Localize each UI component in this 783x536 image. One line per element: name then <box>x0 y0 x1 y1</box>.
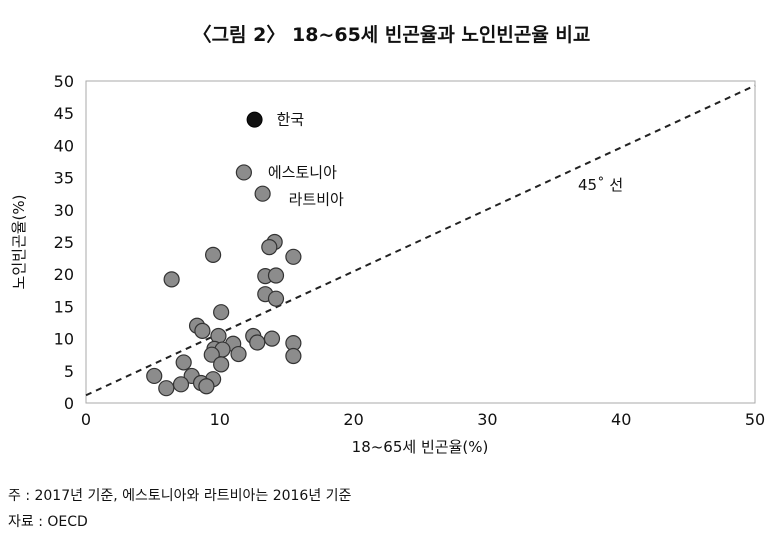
data-point <box>285 347 302 365</box>
y-tick-label: 5 <box>64 362 74 381</box>
y-tick-label: 30 <box>54 201 74 220</box>
scatter-chart: 45˚ 선 0 5 10 15 20 25 30 35 40 45 50 0 10 20 30 40 50 한… <box>10 72 765 456</box>
x-tick-label: 20 <box>343 410 363 429</box>
point-label-korea: 한국 <box>277 111 305 129</box>
y-tick-label: 15 <box>54 297 74 316</box>
data-point <box>205 246 222 263</box>
data-point <box>267 290 285 307</box>
data-point <box>213 304 230 321</box>
data-point <box>163 271 180 288</box>
data-point <box>261 239 278 256</box>
data-point <box>267 267 285 284</box>
y-tick-label: 0 <box>64 394 74 413</box>
x-tick-label: 10 <box>210 410 230 429</box>
y-tick-label: 20 <box>54 265 74 284</box>
x-tick-label: 30 <box>477 410 497 429</box>
data-point-labeled <box>235 164 252 181</box>
data-point-highlight <box>246 111 263 128</box>
x-tick-label: 40 <box>611 410 631 429</box>
data-point <box>230 345 247 363</box>
data-point <box>172 376 190 393</box>
y-tick-label: 45 <box>54 104 74 123</box>
y-tick-label: 25 <box>54 233 74 252</box>
data-point <box>198 378 215 395</box>
x-tick-label: 50 <box>745 410 765 429</box>
data-point-labeled <box>254 185 271 202</box>
data-point <box>146 367 163 385</box>
point-label-estonia: 에스토니아 <box>268 163 337 181</box>
data-point <box>175 354 192 371</box>
data-point <box>158 380 175 397</box>
plot-area <box>85 80 756 404</box>
x-tick-label: 0 <box>81 410 91 429</box>
x-axis-label: 18~65세 빈곤율(%) <box>352 438 489 456</box>
footnote: 주 : 2017년 기준, 에스토니아와 라트비아는 2016년 기준 <box>8 488 352 504</box>
y-tick-label: 10 <box>54 330 74 349</box>
y-tick-label: 35 <box>54 169 74 188</box>
point-label-latvia: 라트비아 <box>289 191 344 209</box>
data-point <box>285 248 302 265</box>
reference-line-45deg <box>85 84 756 397</box>
reference-line-label: 45˚ 선 <box>578 176 623 194</box>
y-axis-label: 노인빈곤율(%) <box>10 195 28 290</box>
data-point <box>203 346 220 363</box>
source-note: 자료 : OECD <box>8 514 88 530</box>
data-point <box>213 356 230 373</box>
y-tick-label: 50 <box>54 72 74 91</box>
data-point <box>194 322 211 339</box>
y-tick-label: 40 <box>54 136 74 155</box>
data-point <box>263 330 281 347</box>
chart-title: 〈그림 2〉 18~65세 빈곤율과 노인빈곤율 비교 <box>192 24 591 46</box>
data-point <box>249 334 266 351</box>
